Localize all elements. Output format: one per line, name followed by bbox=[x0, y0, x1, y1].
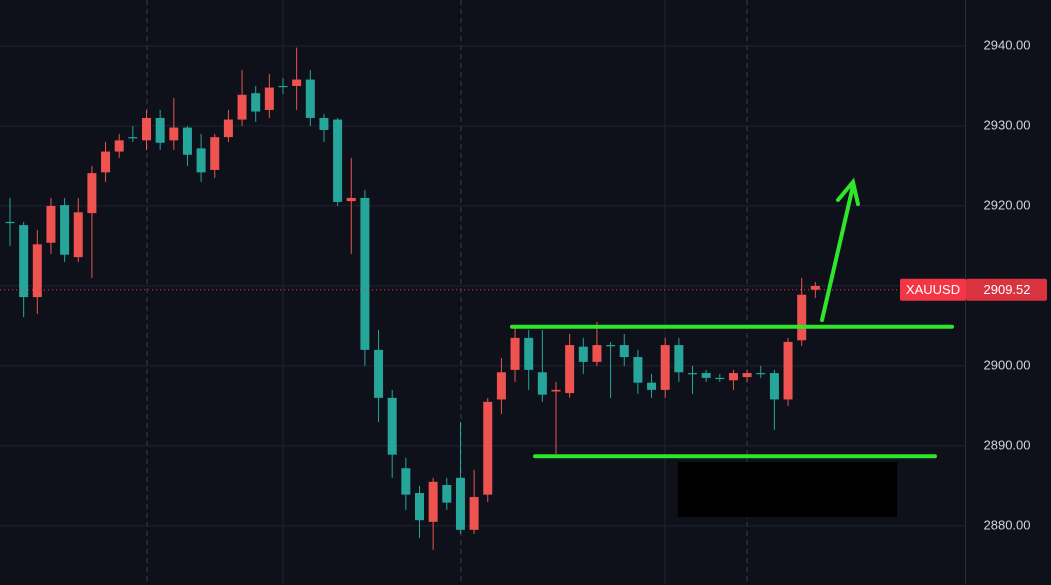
price-axis: 2880.00 2890.00 2900.00 2920.00 2930.00 2940.… bbox=[900, 37, 1047, 532]
candle-body bbox=[305, 79, 315, 118]
candle-body bbox=[619, 345, 629, 358]
candle-body bbox=[73, 212, 83, 258]
candle-body bbox=[210, 137, 220, 170]
candle-body bbox=[769, 373, 779, 400]
candle-body bbox=[346, 197, 356, 202]
y-tick-label: 2940.00 bbox=[984, 37, 1031, 52]
arrow-shaft bbox=[820, 184, 855, 322]
y-tick-label: 2920.00 bbox=[984, 197, 1031, 212]
candle-body bbox=[415, 493, 424, 521]
candle-body bbox=[565, 345, 575, 394]
candle-body bbox=[537, 372, 547, 395]
symbol-label: XAUUSD bbox=[906, 282, 960, 297]
y-tick-label: 2890.00 bbox=[984, 437, 1031, 452]
redaction-box bbox=[678, 462, 897, 517]
candle-body bbox=[578, 346, 588, 362]
candle-body bbox=[797, 294, 807, 341]
candle-body bbox=[442, 485, 452, 503]
candle-body bbox=[660, 345, 670, 390]
candle-body bbox=[688, 373, 697, 375]
candle-body bbox=[155, 117, 165, 143]
candle-body bbox=[32, 244, 42, 298]
candle-body bbox=[374, 349, 384, 398]
candle-body bbox=[524, 337, 534, 370]
y-tick-label: 2880.00 bbox=[984, 517, 1031, 532]
candle-body bbox=[701, 373, 711, 378]
candle-body bbox=[551, 389, 561, 392]
candle-body bbox=[469, 497, 479, 530]
candle-body bbox=[783, 341, 793, 400]
candle-body bbox=[237, 94, 247, 120]
y-tick-label: 2930.00 bbox=[984, 117, 1031, 132]
candle-body bbox=[5, 221, 15, 224]
candle-body bbox=[128, 137, 138, 139]
candle-body bbox=[742, 373, 752, 378]
candle-body bbox=[196, 148, 206, 173]
price-tag bbox=[966, 278, 1047, 301]
candle-body bbox=[483, 401, 493, 495]
candle-body bbox=[674, 345, 684, 373]
arrow bbox=[820, 177, 860, 322]
candle-body bbox=[715, 377, 725, 380]
candle-body bbox=[169, 127, 179, 141]
candle-body bbox=[278, 85, 288, 88]
candle-body bbox=[333, 119, 343, 202]
candle-body bbox=[633, 357, 643, 383]
candle-body bbox=[114, 140, 124, 152]
candle-body bbox=[647, 382, 657, 390]
candle-body bbox=[251, 93, 261, 112]
candle-body bbox=[223, 119, 233, 138]
candle-body bbox=[264, 87, 274, 110]
candle-body bbox=[401, 468, 411, 495]
candle-body bbox=[182, 127, 192, 155]
vertical-grid bbox=[282, 0, 666, 585]
candle-body bbox=[387, 397, 397, 455]
candle-body bbox=[87, 173, 97, 214]
candle-body bbox=[60, 205, 70, 255]
candle-body bbox=[510, 337, 520, 370]
candle-body bbox=[292, 79, 302, 86]
candle-body bbox=[142, 117, 151, 141]
candle-body bbox=[756, 373, 766, 375]
candle-body bbox=[319, 117, 329, 130]
candle-body bbox=[360, 197, 370, 350]
candle-body bbox=[46, 205, 56, 243]
candle-body bbox=[606, 345, 616, 347]
candle-body bbox=[455, 477, 465, 530]
candle-body bbox=[428, 481, 438, 522]
candle-body bbox=[101, 151, 111, 173]
candle-body bbox=[496, 372, 506, 400]
last-price-label: 2909.52 bbox=[984, 282, 1031, 297]
candle-body bbox=[19, 225, 29, 298]
plot bbox=[0, 45, 965, 550]
arrow-head bbox=[836, 177, 860, 206]
candle-body bbox=[592, 345, 602, 362]
symbol-tag bbox=[900, 278, 966, 301]
candle-body bbox=[728, 373, 738, 381]
y-tick-label: 2900.00 bbox=[984, 357, 1031, 372]
candle-body bbox=[810, 285, 820, 290]
